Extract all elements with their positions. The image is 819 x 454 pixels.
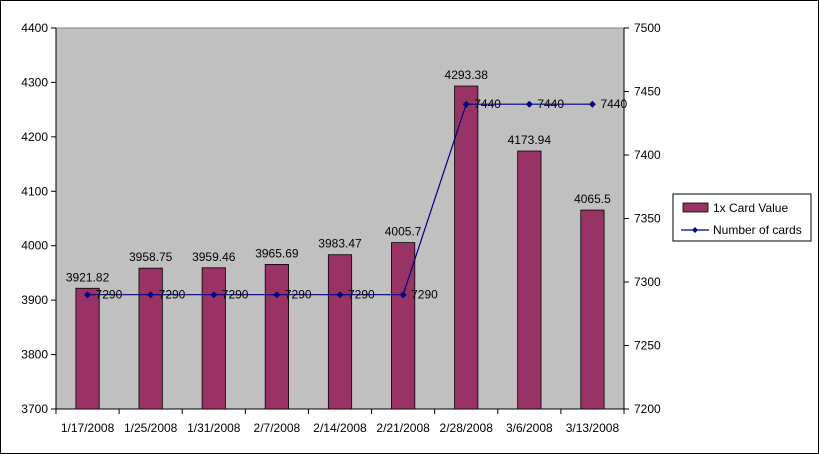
left-tick-label: 3700 — [21, 402, 48, 416]
bar — [264, 263, 289, 410]
bar — [580, 209, 605, 410]
x-tick-label: 2/14/2008 — [313, 421, 367, 435]
line-series — [84, 100, 596, 299]
line-data-label: 7290 — [96, 288, 123, 302]
legend-label-number-of-cards: Number of cards — [713, 223, 802, 237]
bar — [454, 85, 479, 410]
right-tick-label: 7400 — [634, 148, 661, 162]
data-labels: 3921.82 3958.75 3959.46 3965.69 3983.47 4005.… — [66, 68, 628, 302]
legend-label-card-value: 1x Card Value — [713, 201, 788, 215]
bar — [517, 150, 542, 410]
bar-data-label: 4293.38 — [445, 68, 489, 82]
left-tick-label: 3900 — [21, 293, 48, 307]
legend-swatch-marker — [692, 227, 698, 233]
line-point — [399, 291, 407, 299]
x-tick-label: 1/17/2008 — [61, 421, 115, 435]
x-tick-label: 2/21/2008 — [376, 421, 430, 435]
line-data-label: 7290 — [222, 288, 249, 302]
line-point — [273, 291, 281, 299]
line-point — [588, 100, 596, 108]
right-tick-label: 7450 — [634, 85, 661, 99]
bar-data-label: 4173.94 — [508, 133, 552, 147]
left-axis: 3700 3800 3900 4000 4100 4200 4300 4400 — [21, 21, 57, 416]
legend-swatch-bar — [682, 202, 709, 213]
bar — [138, 267, 163, 410]
line-data-label: 7290 — [159, 288, 186, 302]
left-tick-label: 4300 — [21, 75, 48, 89]
line-data-label: 7440 — [474, 97, 501, 111]
left-tick-label: 4000 — [21, 239, 48, 253]
x-tick-label: 1/31/2008 — [187, 421, 241, 435]
left-tick-label: 4100 — [21, 184, 48, 198]
right-tick-label: 7200 — [634, 402, 661, 416]
x-axis: 1/17/2008 1/25/2008 1/31/2008 2/7/2008 2/14/… — [55, 408, 625, 435]
left-tick-label: 4200 — [21, 130, 48, 144]
line-data-label: 7440 — [537, 97, 564, 111]
right-axis: 7200 7250 7300 7350 7400 7450 7500 — [623, 21, 661, 416]
x-tick-label: 2/28/2008 — [440, 421, 494, 435]
bar — [391, 242, 416, 410]
x-tick-label: 1/25/2008 — [124, 421, 178, 435]
bar-data-label: 4065.5 — [574, 192, 611, 206]
x-tick-label: 3/6/2008 — [506, 421, 553, 435]
bar-data-label: 3958.75 — [129, 250, 173, 264]
x-tick-label: 3/13/2008 — [566, 421, 620, 435]
bar — [201, 267, 226, 410]
bar-data-label: 3983.47 — [318, 237, 362, 251]
bar-data-label: 4005.7 — [385, 225, 422, 239]
right-tick-label: 7350 — [634, 212, 661, 226]
bar — [327, 254, 353, 410]
line-point — [147, 291, 155, 299]
right-tick-label: 7500 — [634, 21, 661, 35]
line-data-label: 7290 — [411, 288, 438, 302]
bars-series — [75, 85, 605, 410]
line-point — [462, 100, 470, 108]
line-point — [525, 100, 533, 108]
right-tick-label: 7250 — [634, 339, 661, 353]
bar — [75, 287, 100, 410]
legend: 1x Card Value Number of cards — [672, 193, 812, 242]
bar-data-label: 3921.82 — [66, 270, 110, 284]
left-tick-label: 4400 — [21, 21, 48, 35]
legend-box — [672, 193, 812, 242]
line-point — [210, 291, 218, 299]
line-data-label: 7290 — [348, 288, 375, 302]
left-tick-label: 3800 — [21, 348, 48, 362]
bar-data-label: 3959.46 — [192, 250, 236, 264]
bar-data-label: 3965.69 — [255, 246, 299, 260]
line-point — [336, 291, 344, 299]
x-tick-label: 2/7/2008 — [254, 421, 301, 435]
right-tick-label: 7300 — [634, 275, 661, 289]
line-data-label: 7440 — [600, 97, 627, 111]
line-point — [84, 291, 92, 299]
line-data-label: 7290 — [285, 288, 312, 302]
